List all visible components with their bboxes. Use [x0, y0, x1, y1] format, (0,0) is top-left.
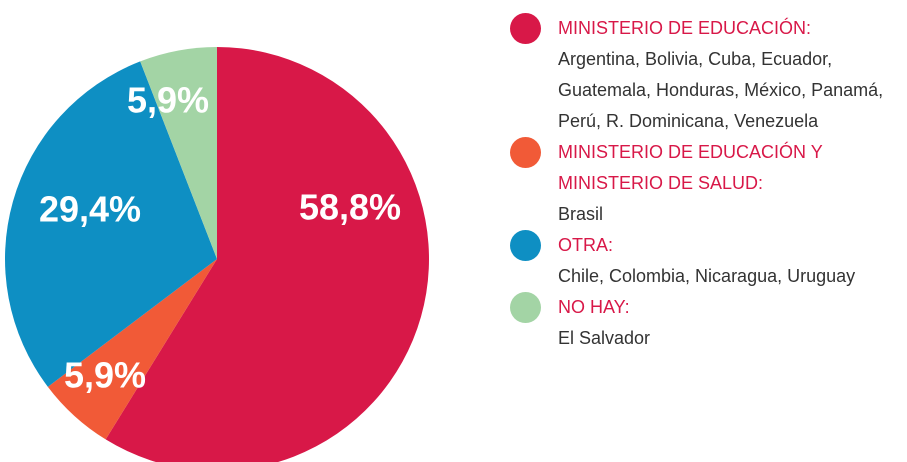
legend-title: MINISTERIO DE EDUCACIÓN Y MINISTERIO DE …	[558, 142, 823, 193]
legend-item: MINISTERIO DE EDUCACIÓN Y MINISTERIO DE …	[510, 137, 905, 230]
pie-slice	[4, 61, 218, 387]
legend: MINISTERIO DE EDUCACIÓN: Argentina, Boliv…	[510, 13, 905, 354]
data-label: 58,8%	[299, 187, 401, 228]
legend-description: Chile, Colombia, Nicaragua, Uruguay	[558, 266, 856, 286]
legend-swatch	[510, 13, 541, 44]
legend-title: NO HAY:	[558, 297, 630, 317]
legend-title: OTRA:	[558, 235, 614, 255]
legend-item: OTRA: Chile, Colombia, Nicaragua, Uruguay	[510, 230, 905, 292]
legend-description: El Salvador	[558, 328, 651, 348]
legend-item: MINISTERIO DE EDUCACIÓN: Argentina, Boliv…	[510, 13, 905, 137]
legend-swatch	[510, 292, 541, 323]
legend-description: Argentina, Bolivia, Cuba, Ecuador, Guate…	[558, 49, 884, 131]
data-label: 5,9%	[127, 80, 209, 121]
data-label: 5,9%	[64, 355, 146, 396]
data-label: 29,4%	[39, 189, 141, 230]
legend-text: NO HAY: El Salvador	[558, 292, 903, 354]
legend-swatch	[510, 230, 541, 261]
pie-slice	[140, 47, 217, 259]
legend-text: MINISTERIO DE EDUCACIÓN Y MINISTERIO DE …	[558, 137, 903, 230]
legend-text: MINISTERIO DE EDUCACIÓN: Argentina, Boliv…	[558, 13, 903, 137]
legend-swatch	[510, 137, 541, 168]
legend-text: OTRA: Chile, Colombia, Nicaragua, Uruguay	[558, 230, 903, 292]
legend-description: Brasil	[558, 204, 604, 224]
pie-slice	[47, 259, 217, 440]
legend-title: MINISTERIO DE EDUCACIÓN:	[558, 18, 812, 38]
legend-item: NO HAY: El Salvador	[510, 292, 905, 354]
pie-slice	[105, 47, 429, 462]
